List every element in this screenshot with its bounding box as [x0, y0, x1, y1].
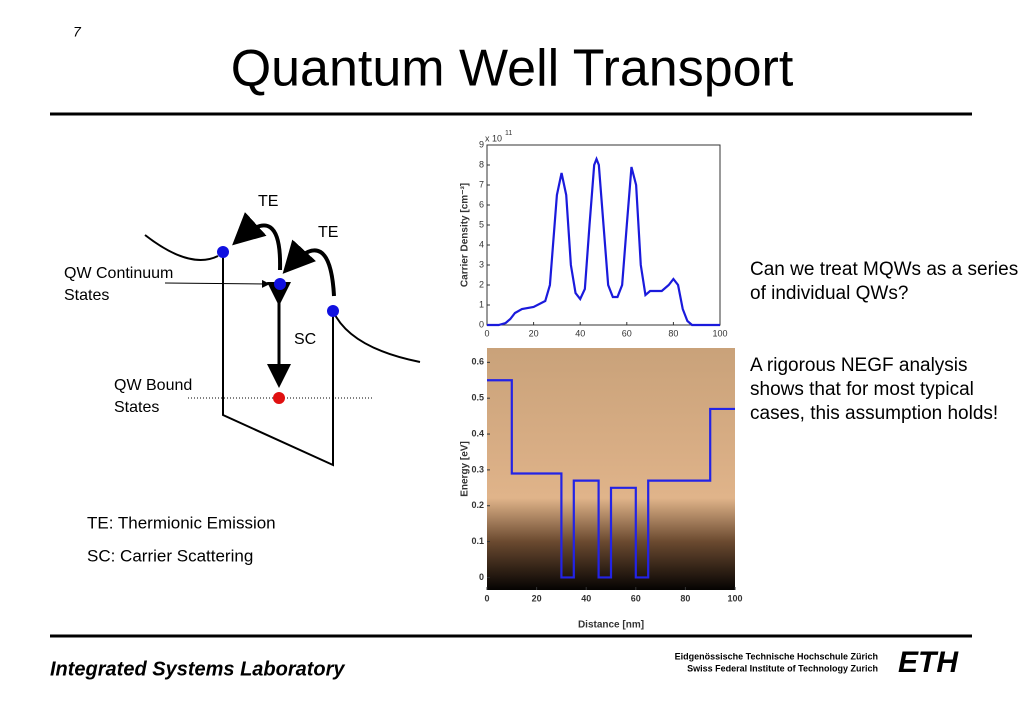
x-tick-label: 40	[575, 328, 585, 338]
label: States	[114, 399, 159, 416]
x-tick-label: 80	[668, 328, 678, 338]
y-tick-label: 1	[479, 299, 484, 309]
scale-exponent: 11	[505, 130, 512, 137]
x-axis-label: Distance [nm]	[578, 620, 644, 631]
legend-item: SC: Carrier Scattering	[87, 546, 253, 565]
data-line	[487, 379, 735, 579]
y-tick-label: 9	[479, 139, 484, 149]
y-tick-label: 0.6	[471, 357, 484, 367]
slide-title: Quantum Well Transport	[231, 40, 794, 98]
label: TE	[258, 193, 278, 210]
y-tick-label: 4	[479, 239, 484, 249]
y-tick-label: 3	[479, 259, 484, 269]
y-tick-label: 2	[479, 279, 484, 289]
x-tick-label: 20	[529, 328, 539, 338]
pointer	[164, 279, 270, 288]
label: SC	[294, 331, 316, 348]
logo: ETH	[898, 646, 959, 679]
x-tick-label: 60	[622, 328, 632, 338]
y-tick-label: 0.5	[471, 393, 484, 403]
paragraph: A rigorous NEGF analysis shows that for …	[750, 355, 999, 424]
band-diagram	[144, 212, 421, 467]
footer-institute: Eidgenössische Technische Hochschule Zür…	[675, 651, 878, 661]
well	[222, 252, 334, 467]
y-tick-label: 0.1	[471, 536, 484, 546]
y-tick-label: 0.3	[471, 464, 484, 474]
te-arrow	[232, 212, 283, 271]
y-tick-label: 0	[479, 319, 484, 329]
y-axis-label: Energy [eV]	[460, 441, 471, 497]
state-dot	[327, 305, 339, 317]
x-tick-label: 100	[727, 593, 742, 603]
y-tick-label: 0.4	[471, 428, 484, 438]
x-tick-label: 0	[484, 328, 489, 338]
footer-institute: Swiss Federal Institute of Technology Zu…	[687, 663, 878, 673]
y-tick-label: 6	[479, 199, 484, 209]
x-tick-label: 100	[712, 328, 727, 338]
band-edge	[332, 310, 421, 363]
label: TE	[318, 224, 338, 241]
legend-item: TE: Thermionic Emission	[87, 513, 276, 532]
y-tick-label: 0.2	[471, 500, 484, 510]
label: QW Bound	[114, 377, 192, 394]
diagram-labels: TE TE QW Continuum States SC QW Bound St…	[64, 193, 338, 416]
paragraph: Can we treat MQWs as a series of individ…	[750, 259, 1019, 304]
chart: 0 1 2 3 4 5 6 7 8 9 0 20 40 60 80 100 Carrier Density [c…	[460, 130, 728, 339]
y-tick-label: 5	[479, 219, 484, 229]
band-edge	[144, 234, 219, 261]
x-tick-label: 0	[484, 593, 489, 603]
x-tick-label: 40	[581, 593, 591, 603]
y-tick-label: 8	[479, 159, 484, 169]
te-arrow	[282, 239, 336, 297]
chart: 0 0.1 0.2 0.3 0.4 0.5 0.6 0 20 40 60 80 100 Energy [e…	[460, 357, 743, 631]
x-tick-label: 80	[680, 593, 690, 603]
y-tick-label: 7	[479, 179, 484, 189]
label: QW Continuum	[64, 265, 173, 282]
x-tick-label: 60	[631, 593, 641, 603]
state-dot	[217, 246, 229, 258]
data-line	[487, 155, 720, 327]
footer-lab: Integrated Systems Laboratory	[50, 658, 345, 680]
state-dot	[274, 278, 286, 290]
y-axis-label: Carrier Density [cm⁻³]	[460, 183, 471, 287]
page-number: 7	[73, 24, 82, 40]
y-tick-label: 0	[479, 572, 484, 582]
x-tick-label: 20	[532, 593, 542, 603]
state-dot	[273, 392, 285, 404]
label: States	[64, 287, 109, 304]
scale-label: x 10	[485, 133, 502, 143]
